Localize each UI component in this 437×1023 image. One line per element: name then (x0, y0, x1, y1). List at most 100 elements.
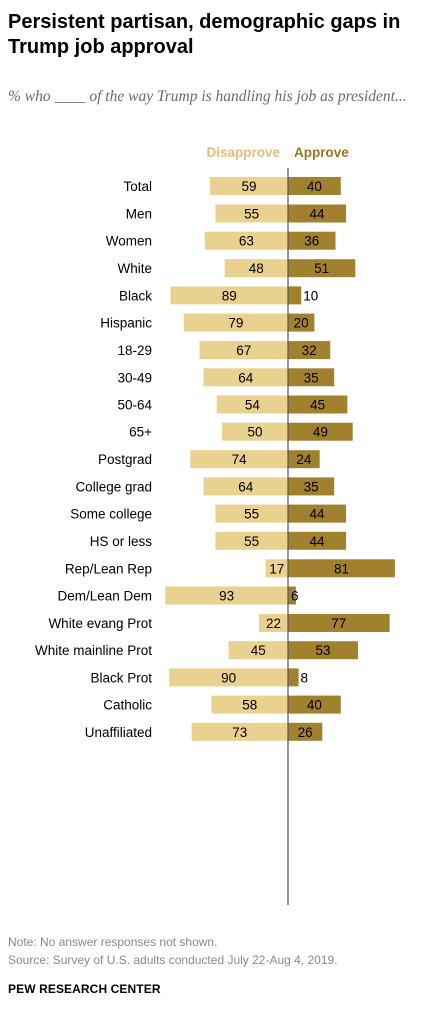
bar-approve-black (288, 286, 302, 305)
value-disapprove-white: 48 (249, 261, 264, 276)
bar-disapprove-65 (222, 422, 288, 441)
bar-disapprove-women (204, 231, 288, 250)
value-approve-total: 40 (307, 179, 322, 194)
bar-approve-50-64 (288, 395, 348, 414)
bar-approve-men (288, 204, 347, 223)
bar-disapprove-30-49 (203, 368, 288, 387)
value-approve-65: 49 (313, 425, 328, 440)
bar-approve-black-prot (288, 668, 299, 687)
bar-disapprove-18-29 (199, 341, 288, 360)
value-approve-white-evang-prot: 77 (331, 616, 346, 631)
value-disapprove-some-college: 55 (244, 507, 259, 522)
value-disapprove-65: 50 (247, 425, 262, 440)
value-approve-postgrad: 24 (296, 452, 312, 467)
bar-approve-hs-or-less (288, 531, 347, 550)
bar-disapprove-dem-lean-dem (165, 586, 288, 605)
value-approve-women: 36 (304, 234, 319, 249)
value-disapprove-unaffiliated: 73 (232, 725, 247, 740)
category-label-18-29: 18-29 (117, 343, 152, 358)
value-disapprove-women: 63 (239, 234, 254, 249)
bar-approve-18-29 (288, 341, 331, 360)
chart-note: Note: No answer responses not shown. (8, 935, 218, 949)
value-disapprove-white-evang-prot: 22 (266, 616, 281, 631)
category-label-black: Black (119, 288, 152, 303)
category-label-65: 65+ (129, 425, 152, 440)
bar-approve-postgrad (288, 450, 320, 469)
bar-disapprove-hispanic (183, 313, 288, 332)
bar-approve-white-mainline-prot (288, 641, 358, 660)
category-label-30-49: 30-49 (117, 370, 152, 385)
category-label-hs-or-less: HS or less (90, 534, 153, 549)
value-approve-dem-lean-dem: 6 (291, 589, 299, 604)
value-approve-some-college: 44 (310, 507, 326, 522)
value-approve-18-29: 32 (302, 343, 317, 358)
value-approve-hispanic: 20 (294, 316, 309, 331)
bar-disapprove-black (170, 286, 288, 305)
category-label-white-mainline-prot: White mainline Prot (35, 643, 152, 658)
value-approve-men: 44 (310, 207, 326, 222)
value-disapprove-rep-lean-rep: 17 (269, 561, 284, 576)
value-approve-white: 51 (314, 261, 329, 276)
chart-subtitle: % who ____ of the way Trump is handling … (8, 88, 407, 105)
value-disapprove-black-prot: 90 (221, 670, 236, 685)
value-approve-hs-or-less: 44 (310, 534, 326, 549)
bar-approve-30-49 (288, 368, 335, 387)
bar-disapprove-rep-lean-rep (265, 559, 288, 578)
value-disapprove-black: 89 (222, 288, 237, 303)
legend-approve: Approve (294, 145, 349, 160)
pew-research-center-logo: PEW RESEARCH CENTER (8, 982, 161, 996)
category-label-some-college: Some college (70, 507, 152, 522)
value-disapprove-catholic: 58 (242, 698, 257, 713)
bar-disapprove-men (215, 204, 288, 223)
value-disapprove-18-29: 67 (236, 343, 251, 358)
bar-approve-white (288, 259, 356, 278)
bar-disapprove-catholic (211, 695, 288, 714)
value-approve-rep-lean-rep: 81 (334, 561, 349, 576)
bar-disapprove-black-prot (169, 668, 288, 687)
category-label-women: Women (106, 234, 152, 249)
bar-disapprove-postgrad (190, 450, 288, 469)
value-disapprove-30-49: 64 (238, 370, 254, 385)
value-approve-college-grad: 35 (304, 479, 319, 494)
value-approve-30-49: 35 (304, 370, 319, 385)
chart-source: Source: Survey of U.S. adults conducted … (8, 953, 338, 967)
bar-approve-total (288, 177, 341, 195)
value-disapprove-total: 59 (242, 179, 257, 194)
legend-disapprove: Disapprove (206, 145, 280, 160)
bar-disapprove-some-college (215, 504, 288, 523)
category-label-catholic: Catholic (103, 698, 152, 713)
bar-approve-hispanic (288, 313, 315, 332)
chart-title: Persistent partisan, demographic gaps in… (8, 11, 401, 58)
category-label-rep-lean-rep: Rep/Lean Rep (65, 561, 152, 576)
bar-disapprove-white-mainline-prot (228, 641, 288, 660)
value-disapprove-hs-or-less: 55 (244, 534, 259, 549)
category-label-postgrad: Postgrad (98, 452, 152, 467)
bar-approve-catholic (288, 695, 341, 714)
bar-disapprove-50-64 (216, 395, 288, 414)
bar-disapprove-college-grad (203, 477, 288, 496)
category-label-black-prot: Black Prot (90, 670, 152, 685)
bar-approve-women (288, 231, 336, 250)
value-disapprove-white-mainline-prot: 45 (251, 643, 266, 658)
value-disapprove-men: 55 (244, 207, 259, 222)
category-label-white-evang-prot: White evang Prot (48, 616, 152, 631)
value-approve-white-mainline-prot: 53 (315, 643, 330, 658)
bar-disapprove-white (224, 259, 288, 278)
bar-approve-dem-lean-dem (288, 586, 296, 605)
bar-approve-some-college (288, 504, 347, 523)
category-label-total: Total (123, 179, 152, 194)
bar-disapprove-total (210, 177, 288, 195)
category-label-dem-lean-dem: Dem/Lean Dem (57, 589, 152, 604)
category-label-men: Men (126, 207, 152, 222)
value-disapprove-50-64: 54 (245, 398, 261, 413)
value-approve-catholic: 40 (307, 698, 322, 713)
value-disapprove-postgrad: 74 (232, 452, 248, 467)
category-label-50-64: 50-64 (117, 398, 152, 413)
value-disapprove-college-grad: 64 (238, 479, 254, 494)
bar-approve-college-grad (288, 477, 335, 496)
value-approve-50-64: 45 (310, 398, 325, 413)
value-disapprove-dem-lean-dem: 93 (219, 589, 234, 604)
category-label-college-grad: College grad (75, 479, 152, 494)
bar-disapprove-unaffiliated (191, 722, 288, 741)
